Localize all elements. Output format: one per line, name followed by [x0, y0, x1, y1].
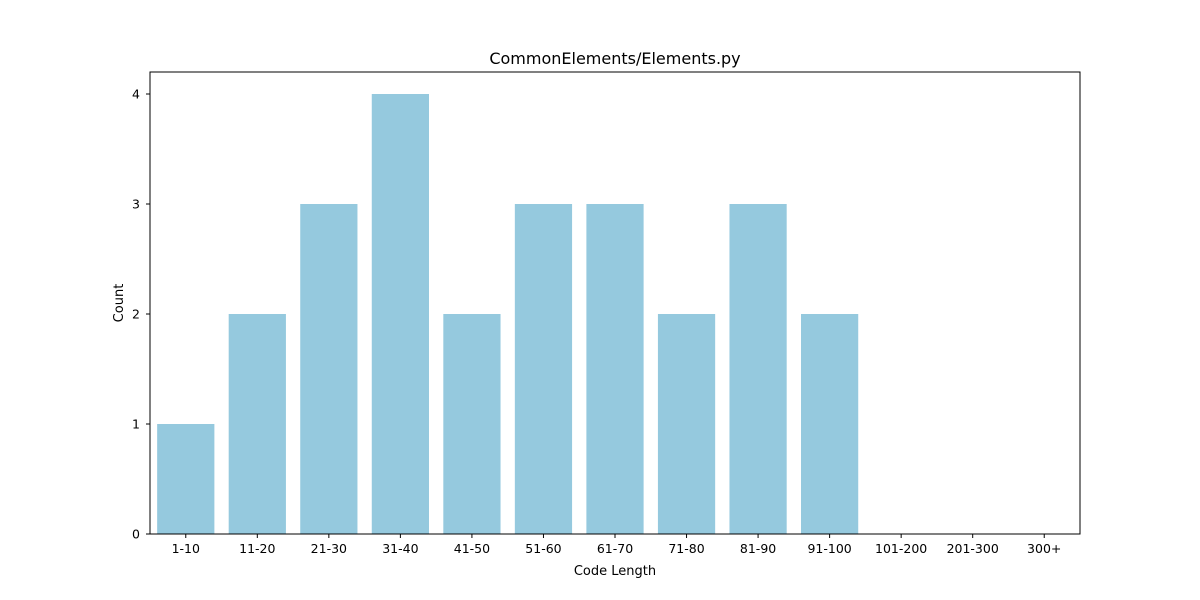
- bar-41-50: [443, 314, 501, 534]
- bar-31-40: [371, 94, 429, 534]
- x-tick-label: 91-100: [807, 541, 851, 556]
- x-tick-label: 201-300: [947, 541, 999, 556]
- x-axis-ticks: 1-10 11-20 21-30 31-40 41-50 51-60 61-70 71-80 8…: [172, 534, 1061, 556]
- x-tick-label: 101-200: [875, 541, 927, 556]
- bar-1-10: [157, 424, 215, 534]
- y-tick-label: 2: [132, 307, 140, 322]
- y-tick-label: 0: [132, 527, 140, 542]
- bar-91-100: [801, 314, 859, 534]
- x-tick-label: 1-10: [172, 541, 200, 556]
- y-tick-label: 4: [132, 87, 140, 102]
- y-axis-ticks: 0 1 2 3 4: [132, 87, 150, 542]
- chart-title: CommonElements/Elements.py: [489, 49, 740, 68]
- x-tick-label: 11-20: [239, 541, 275, 556]
- x-tick-label: 41-50: [454, 541, 490, 556]
- bar-21-30: [300, 204, 358, 534]
- x-tick-label: 31-40: [382, 541, 418, 556]
- x-tick-label: 61-70: [597, 541, 633, 556]
- bar-71-80: [657, 314, 716, 534]
- x-tick-label: 71-80: [668, 541, 704, 556]
- x-tick-label: 51-60: [525, 541, 561, 556]
- bar-11-20: [228, 314, 286, 534]
- bar-51-60: [514, 204, 573, 534]
- x-tick-label: 300+: [1027, 541, 1061, 556]
- y-tick-label: 3: [132, 197, 140, 212]
- bars-group: [157, 94, 859, 534]
- bar-81-90: [729, 204, 787, 534]
- bar-61-70: [586, 204, 644, 534]
- x-axis-label: Code Length: [574, 564, 656, 579]
- y-axis-label: Count: [112, 284, 127, 323]
- x-tick-label: 81-90: [740, 541, 776, 556]
- x-tick-label: 21-30: [311, 541, 347, 556]
- y-tick-label: 1: [132, 417, 140, 432]
